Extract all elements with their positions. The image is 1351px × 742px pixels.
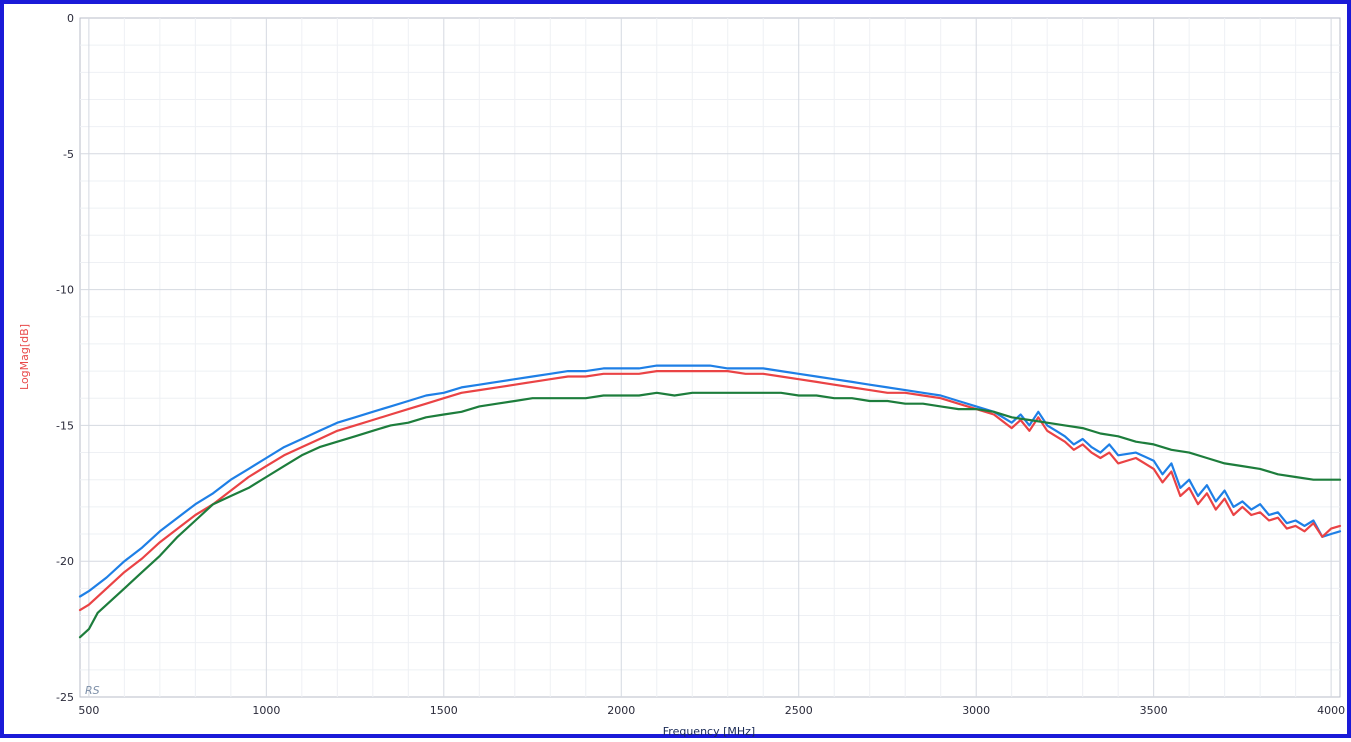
x-tick-label: 2500 — [785, 704, 813, 717]
x-tick-label: 2000 — [607, 704, 635, 717]
line-chart: 500 1000 1500 2000 2500 3000 3500 4000 0 -5 -10 -1… — [18, 12, 1345, 738]
x-tick-label: 3500 — [1140, 704, 1168, 717]
y-tick-label: 0 — [67, 12, 74, 25]
rs-watermark: RS — [85, 684, 100, 697]
major-grid — [80, 18, 1340, 697]
x-tick-label: 1500 — [430, 704, 458, 717]
x-tick-label: 4000 — [1317, 704, 1345, 717]
series-layer — [78, 364, 1342, 639]
y-tick-label: -25 — [56, 691, 74, 704]
x-axis-title: Frequency [MHz] — [663, 725, 755, 738]
x-tick-label: 1000 — [252, 704, 280, 717]
minor-grid — [80, 18, 1340, 697]
y-axis-title: LogMag[dB] — [18, 324, 31, 390]
y-tick-label: -5 — [63, 148, 74, 161]
series-line-1 — [78, 364, 1342, 598]
y-tick-label: -10 — [56, 284, 74, 297]
x-tick-label: 3000 — [962, 704, 990, 717]
x-tick-label: 500 — [78, 704, 99, 717]
y-tick-label: -15 — [56, 419, 74, 432]
series-line-3 — [78, 391, 1342, 639]
plot-background — [79, 17, 1341, 698]
series-line-2 — [78, 370, 1342, 612]
y-tick-label: -20 — [56, 555, 74, 568]
x-tick-labels: 500 1000 1500 2000 2500 3000 3500 4000 — [78, 704, 1345, 717]
y-tick-labels: 0 -5 -10 -15 -20 -25 — [56, 12, 74, 704]
